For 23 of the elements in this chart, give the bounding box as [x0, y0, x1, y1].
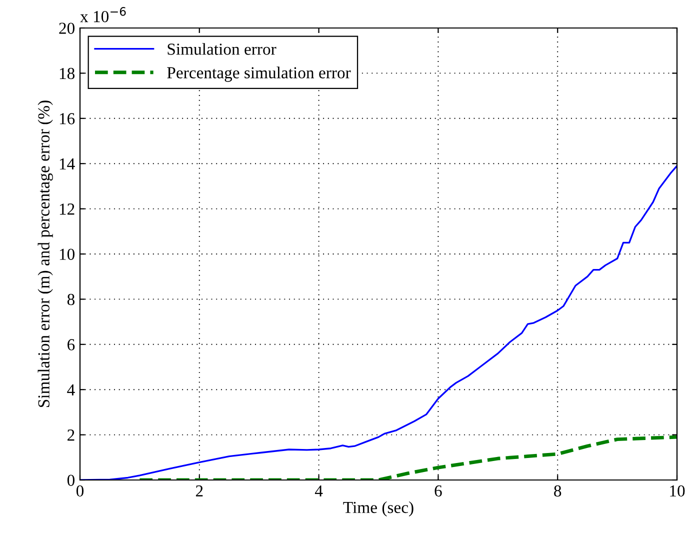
x-tick-label: 6: [434, 485, 442, 497]
y-tick-label: 0: [67, 474, 75, 486]
y-tick-label: 12: [60, 204, 74, 215]
x-tick-label: 4: [314, 485, 323, 496]
y-axis-title: Simulation error (m) and percentage error (%): [38, 100, 53, 407]
legend-label: Percentage simulation error: [167, 66, 351, 82]
y-tick-label: 8: [67, 294, 75, 306]
x-tick-label: 10: [670, 485, 685, 497]
y-tick-label: 16: [60, 113, 75, 124]
y-tick-label: 4: [67, 384, 75, 396]
y-tick-label: 20: [59, 22, 75, 34]
text: x 10$^{−6}$: [80, 7, 126, 22]
x-axis-title: Time (sec): [343, 501, 414, 516]
y-tick-label: 10: [60, 248, 75, 260]
y-tick-label: 2: [68, 430, 74, 441]
x-tick-label: 2: [196, 485, 203, 496]
x-tick-label: 8: [554, 485, 562, 497]
y-tick-label: 18: [60, 68, 75, 80]
line-series: [138, 435, 677, 480]
legend-label: Simulation error: [168, 43, 276, 55]
y-tick-label: 6: [68, 339, 75, 350]
y-tick-label: 14: [60, 158, 75, 170]
x-tick-label: 0: [76, 485, 84, 497]
